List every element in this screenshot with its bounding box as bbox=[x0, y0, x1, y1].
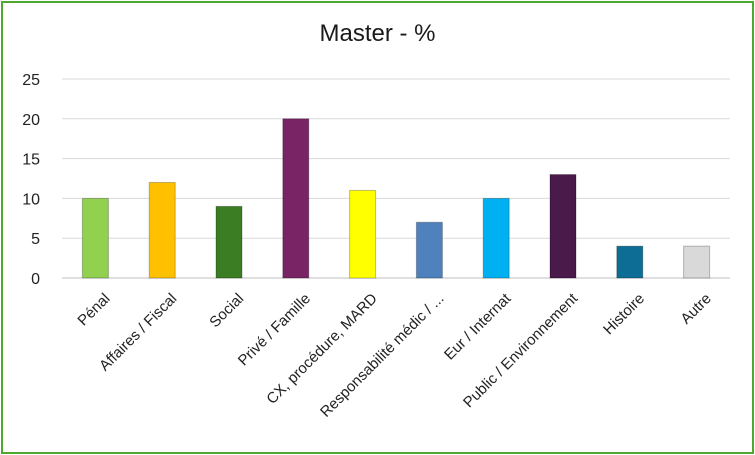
y-tick-label: 10 bbox=[22, 191, 40, 208]
x-category-label: CX, procédure, MARD bbox=[263, 290, 381, 408]
chart-title: Master - % bbox=[319, 20, 436, 47]
bar bbox=[148, 181, 176, 279]
bar bbox=[415, 221, 443, 279]
x-category-label: Histoire bbox=[600, 290, 648, 338]
x-category-label: Eur / Internat bbox=[441, 290, 515, 364]
bar bbox=[683, 245, 711, 279]
bar bbox=[349, 189, 377, 279]
x-category-label: Autre bbox=[677, 290, 714, 327]
x-category-label: Pénal bbox=[74, 290, 113, 329]
bar bbox=[549, 174, 577, 279]
bar bbox=[482, 197, 510, 279]
x-category-label: Responsabilité médic / ... bbox=[317, 290, 448, 421]
bar bbox=[81, 197, 109, 279]
y-axis-ticks: 0 5 10 15 20 25 bbox=[22, 72, 40, 288]
bars bbox=[81, 118, 711, 279]
bar bbox=[616, 245, 644, 279]
bar bbox=[215, 205, 243, 279]
x-category-label: Public / Environnement bbox=[460, 290, 582, 412]
y-tick-label: 20 bbox=[22, 112, 40, 129]
x-category-label: Social bbox=[206, 290, 247, 331]
bar bbox=[282, 118, 310, 279]
y-tick-label: 15 bbox=[22, 152, 40, 169]
y-tick-label: 0 bbox=[31, 271, 40, 288]
y-tick-label: 5 bbox=[31, 231, 40, 248]
y-tick-label: 25 bbox=[22, 72, 40, 89]
